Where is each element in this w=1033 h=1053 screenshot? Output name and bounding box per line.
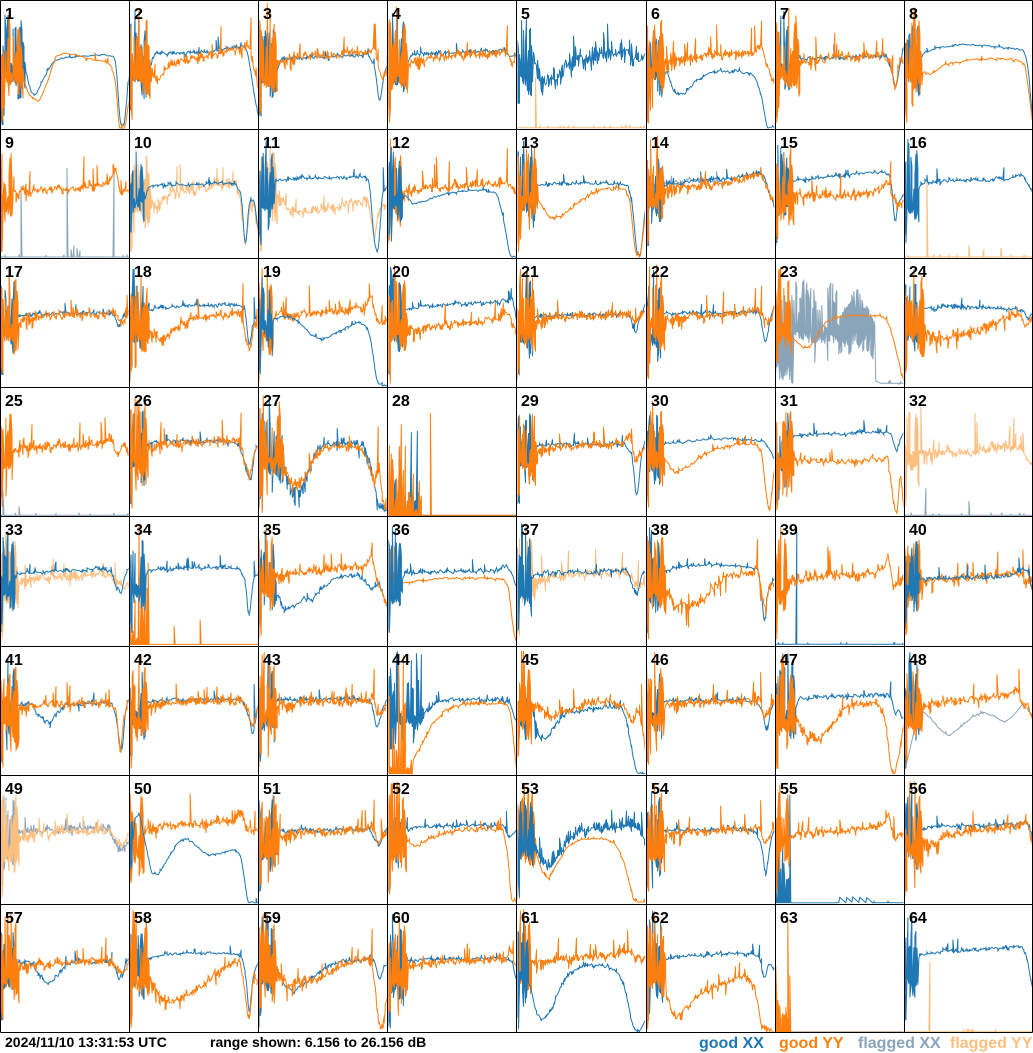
- svg-text:15: 15: [780, 135, 798, 152]
- svg-text:36: 36: [392, 522, 410, 539]
- svg-text:flagged XX: flagged XX: [858, 1035, 941, 1052]
- svg-text:28: 28: [392, 393, 410, 410]
- svg-text:26: 26: [134, 393, 152, 410]
- svg-text:14: 14: [651, 135, 669, 152]
- svg-text:49: 49: [5, 781, 23, 798]
- svg-text:62: 62: [651, 910, 669, 927]
- svg-text:12: 12: [392, 135, 410, 152]
- svg-text:64: 64: [909, 910, 927, 927]
- svg-text:54: 54: [651, 781, 669, 798]
- svg-text:51: 51: [263, 781, 281, 798]
- svg-text:11: 11: [263, 135, 280, 152]
- svg-text:4: 4: [392, 6, 401, 23]
- svg-text:1: 1: [5, 6, 14, 23]
- svg-text:50: 50: [134, 781, 152, 798]
- svg-text:40: 40: [909, 522, 927, 539]
- svg-text:7: 7: [780, 6, 789, 23]
- svg-text:25: 25: [5, 393, 23, 410]
- svg-text:33: 33: [5, 522, 23, 539]
- svg-text:3: 3: [263, 6, 272, 23]
- svg-text:45: 45: [521, 652, 539, 669]
- svg-text:2: 2: [134, 6, 143, 23]
- svg-text:21: 21: [521, 264, 539, 281]
- svg-text:44: 44: [392, 652, 410, 669]
- svg-text:53: 53: [521, 781, 539, 798]
- svg-text:5: 5: [521, 6, 530, 23]
- svg-text:20: 20: [392, 264, 410, 281]
- svg-text:35: 35: [263, 522, 281, 539]
- svg-text:32: 32: [909, 393, 927, 410]
- svg-text:57: 57: [5, 910, 23, 927]
- svg-text:13: 13: [521, 135, 539, 152]
- svg-text:24: 24: [909, 264, 927, 281]
- svg-text:good XX: good XX: [699, 1035, 764, 1052]
- svg-text:52: 52: [392, 781, 410, 798]
- svg-text:17: 17: [5, 264, 23, 281]
- svg-text:55: 55: [780, 781, 798, 798]
- svg-text:29: 29: [521, 393, 539, 410]
- svg-text:58: 58: [134, 910, 152, 927]
- svg-text:23: 23: [780, 264, 798, 281]
- svg-text:27: 27: [263, 393, 281, 410]
- svg-text:43: 43: [263, 652, 281, 669]
- svg-text:8: 8: [909, 6, 918, 23]
- svg-text:46: 46: [651, 652, 669, 669]
- svg-text:22: 22: [651, 264, 669, 281]
- svg-text:48: 48: [909, 652, 927, 669]
- svg-text:34: 34: [134, 522, 152, 539]
- svg-text:19: 19: [263, 264, 281, 281]
- svg-text:63: 63: [780, 910, 798, 927]
- svg-text:10: 10: [134, 135, 152, 152]
- svg-text:18: 18: [134, 264, 152, 281]
- svg-text:30: 30: [651, 393, 669, 410]
- svg-text:42: 42: [134, 652, 152, 669]
- svg-text:2024/11/10 13:31:53 UTC: 2024/11/10 13:31:53 UTC: [5, 1034, 167, 1050]
- svg-text:59: 59: [263, 910, 281, 927]
- svg-text:39: 39: [780, 522, 798, 539]
- svg-text:6: 6: [651, 6, 660, 23]
- svg-text:60: 60: [392, 910, 410, 927]
- svg-text:range shown: 6.156 to 26.156 d: range shown: 6.156 to 26.156 dB: [210, 1034, 426, 1050]
- svg-text:flagged YY: flagged YY: [950, 1035, 1033, 1052]
- svg-text:16: 16: [909, 135, 927, 152]
- svg-text:38: 38: [651, 522, 669, 539]
- svg-text:56: 56: [909, 781, 927, 798]
- svg-text:41: 41: [5, 652, 23, 669]
- svg-text:good YY: good YY: [779, 1035, 844, 1052]
- svg-text:61: 61: [521, 910, 539, 927]
- svg-text:37: 37: [521, 522, 539, 539]
- svg-text:9: 9: [5, 135, 14, 152]
- svg-text:31: 31: [780, 393, 798, 410]
- svg-text:47: 47: [780, 652, 798, 669]
